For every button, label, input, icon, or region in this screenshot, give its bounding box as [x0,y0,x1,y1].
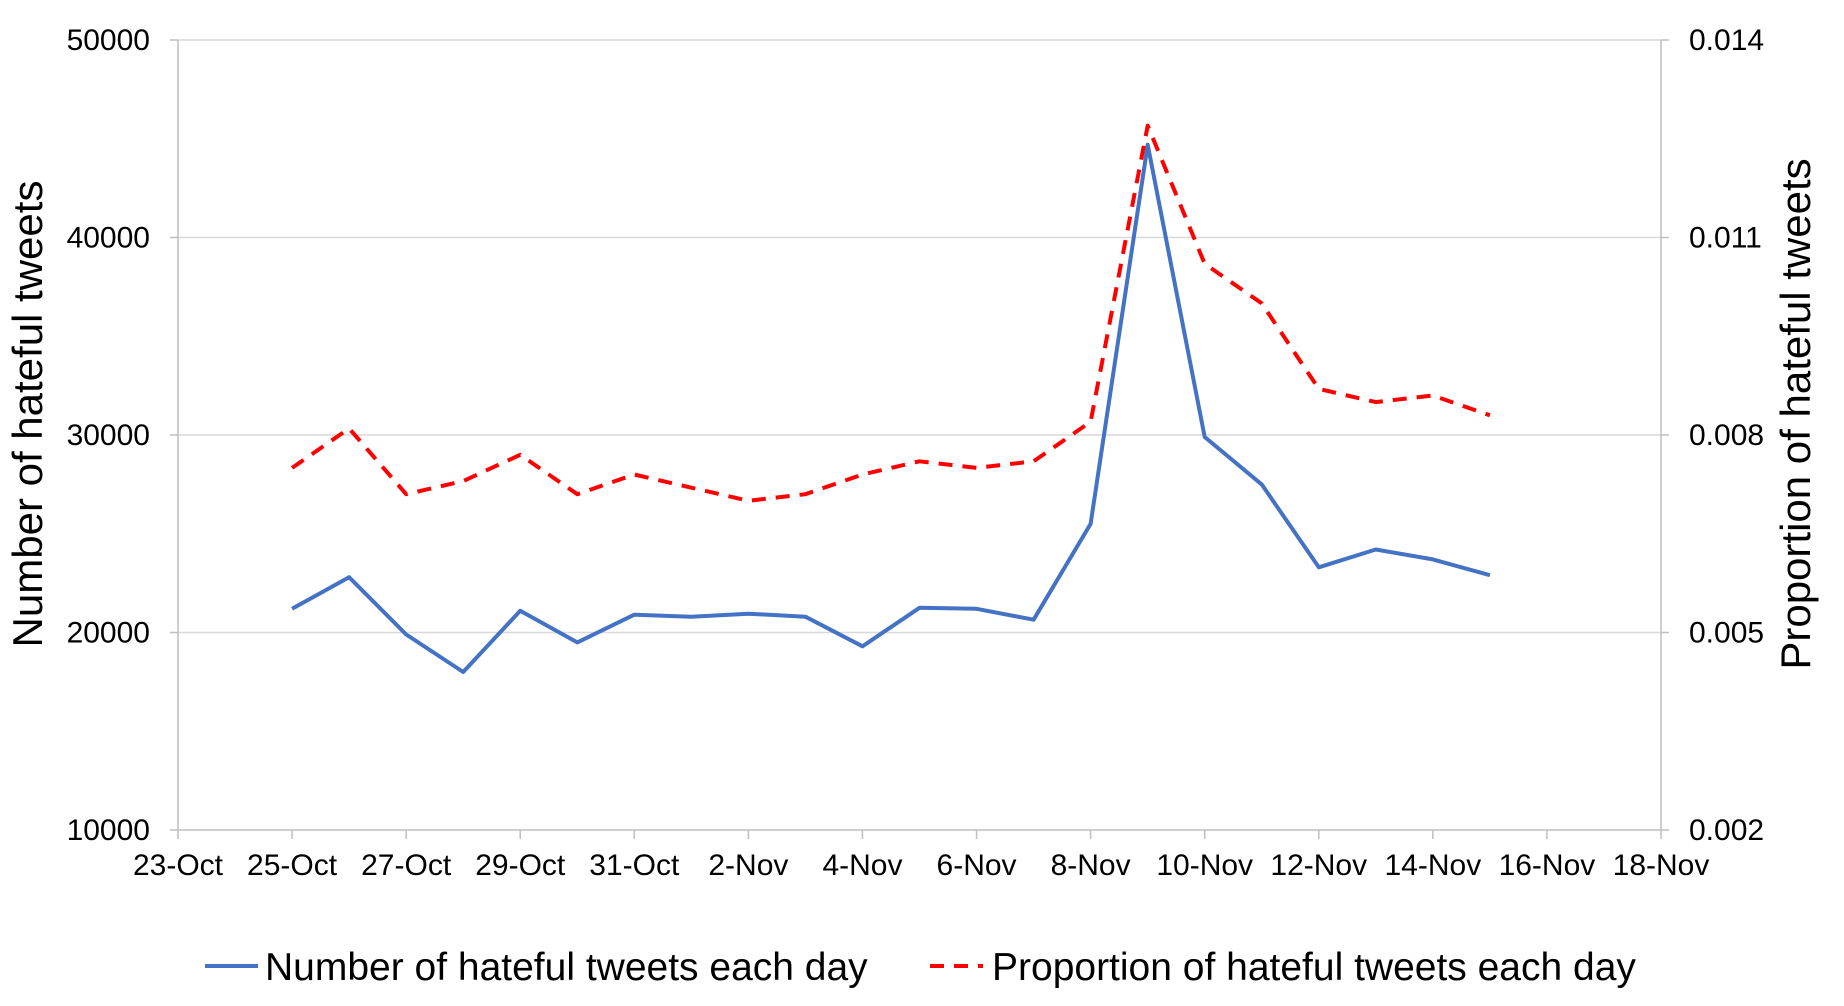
x-axis-ticks: 23-Oct 25-Oct 27-Oct 29-Oct 31-Oct 2-Nov 4-Nov… [133,830,1709,882]
series-line-proportion [290,123,1491,503]
left-axis-ticks: 10000 20000 30000 40000 50000 [67,24,178,847]
right-tick-label: 0.005 [1689,617,1764,650]
x-tick-label: 31-Oct [589,849,680,882]
x-tick-label: 18-Nov [1613,849,1710,882]
right-axis-ticks: 0.002 0.005 0.008 0.011 0.014 [1661,24,1764,847]
right-tick-label: 0.014 [1689,24,1764,57]
left-tick-label: 30000 [67,419,150,452]
x-tick-label: 25-Oct [247,849,338,882]
x-tick-label: 27-Oct [361,849,452,882]
x-tick-label: 16-Nov [1499,849,1596,882]
left-axis-title: Number of hateful tweets [4,181,51,648]
right-axis-title: Proportion of hateful tweets [1772,158,1819,669]
x-tick-label: 10-Nov [1156,849,1253,882]
left-tick-label: 50000 [67,24,150,57]
right-tick-label: 0.011 [1689,222,1762,255]
left-tick-label: 40000 [67,222,150,255]
x-tick-label: 8-Nov [1051,849,1131,882]
right-tick-label: 0.002 [1689,814,1764,847]
series-lines [290,123,1491,674]
legend-label-proportion: Proportion of hateful tweets each day [992,946,1636,989]
left-tick-label: 10000 [67,814,150,847]
x-tick-label: 6-Nov [937,849,1017,882]
x-tick-label: 4-Nov [822,849,902,882]
x-tick-label: 2-Nov [708,849,788,882]
x-tick-label: 29-Oct [475,849,566,882]
left-tick-label: 20000 [67,617,150,650]
x-tick-label: 14-Nov [1384,849,1481,882]
series-line-number [291,142,1491,674]
legend: Number of hateful tweets each day Propor… [205,946,1636,989]
x-tick-label: 23-Oct [133,849,224,882]
gridlines [178,39,1661,634]
x-tick-label: 12-Nov [1270,849,1367,882]
legend-label-number: Number of hateful tweets each day [265,946,868,989]
right-tick-label: 0.008 [1689,419,1764,452]
